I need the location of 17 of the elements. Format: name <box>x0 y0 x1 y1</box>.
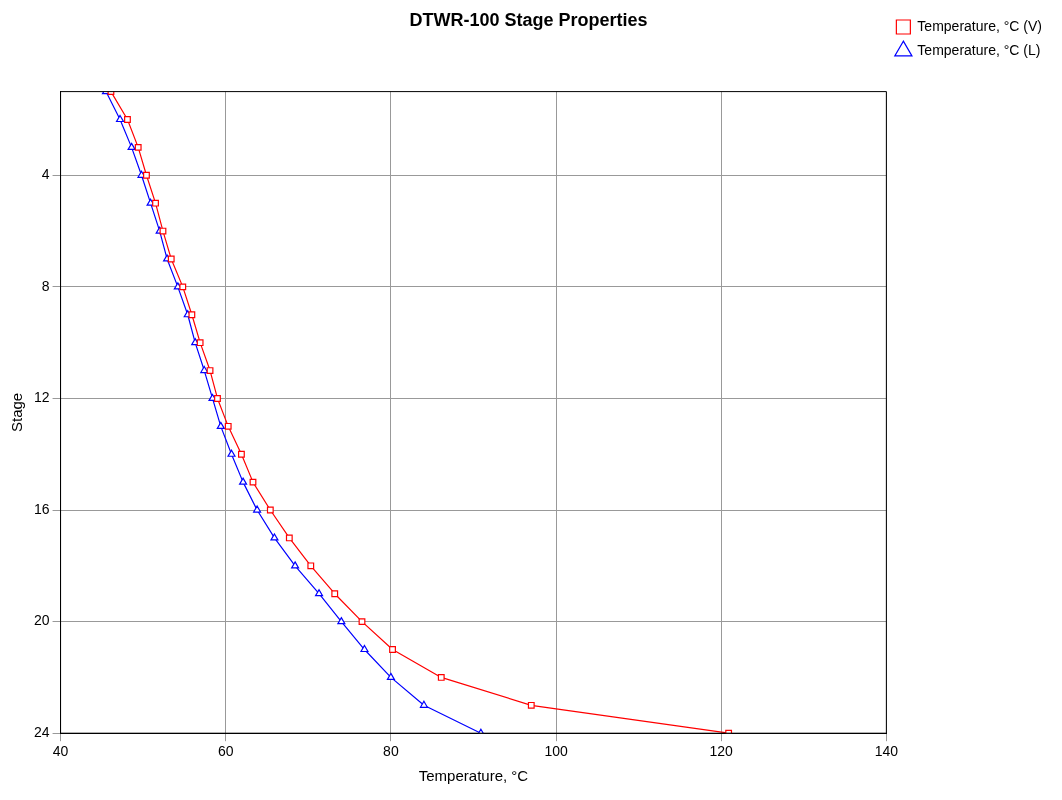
x-axis-title: Temperature, °C <box>418 767 529 785</box>
y-axis-title: Stage <box>8 392 26 432</box>
x-tick-label: 120 <box>709 743 734 760</box>
x-tick-label: 100 <box>544 743 568 760</box>
x-tick-label: 60 <box>217 743 234 760</box>
chart-title: DTWR-100 Stage Properties <box>409 9 648 30</box>
x-tick-label: 80 <box>383 743 399 760</box>
y-tick-label: 20 <box>33 612 50 629</box>
legend-label: Temperature, °C (L) <box>917 41 1041 58</box>
y-tick-label: 4 <box>41 166 50 183</box>
x-tick-label: 140 <box>874 743 899 760</box>
y-tick-label: 24 <box>33 724 50 741</box>
x-tick-label: 40 <box>52 743 69 760</box>
y-tick-label: 12 <box>33 389 50 406</box>
y-tick-label: 16 <box>33 500 50 517</box>
legend-label: Temperature, °C (V) <box>917 17 1043 34</box>
y-tick-label: 8 <box>41 277 50 294</box>
